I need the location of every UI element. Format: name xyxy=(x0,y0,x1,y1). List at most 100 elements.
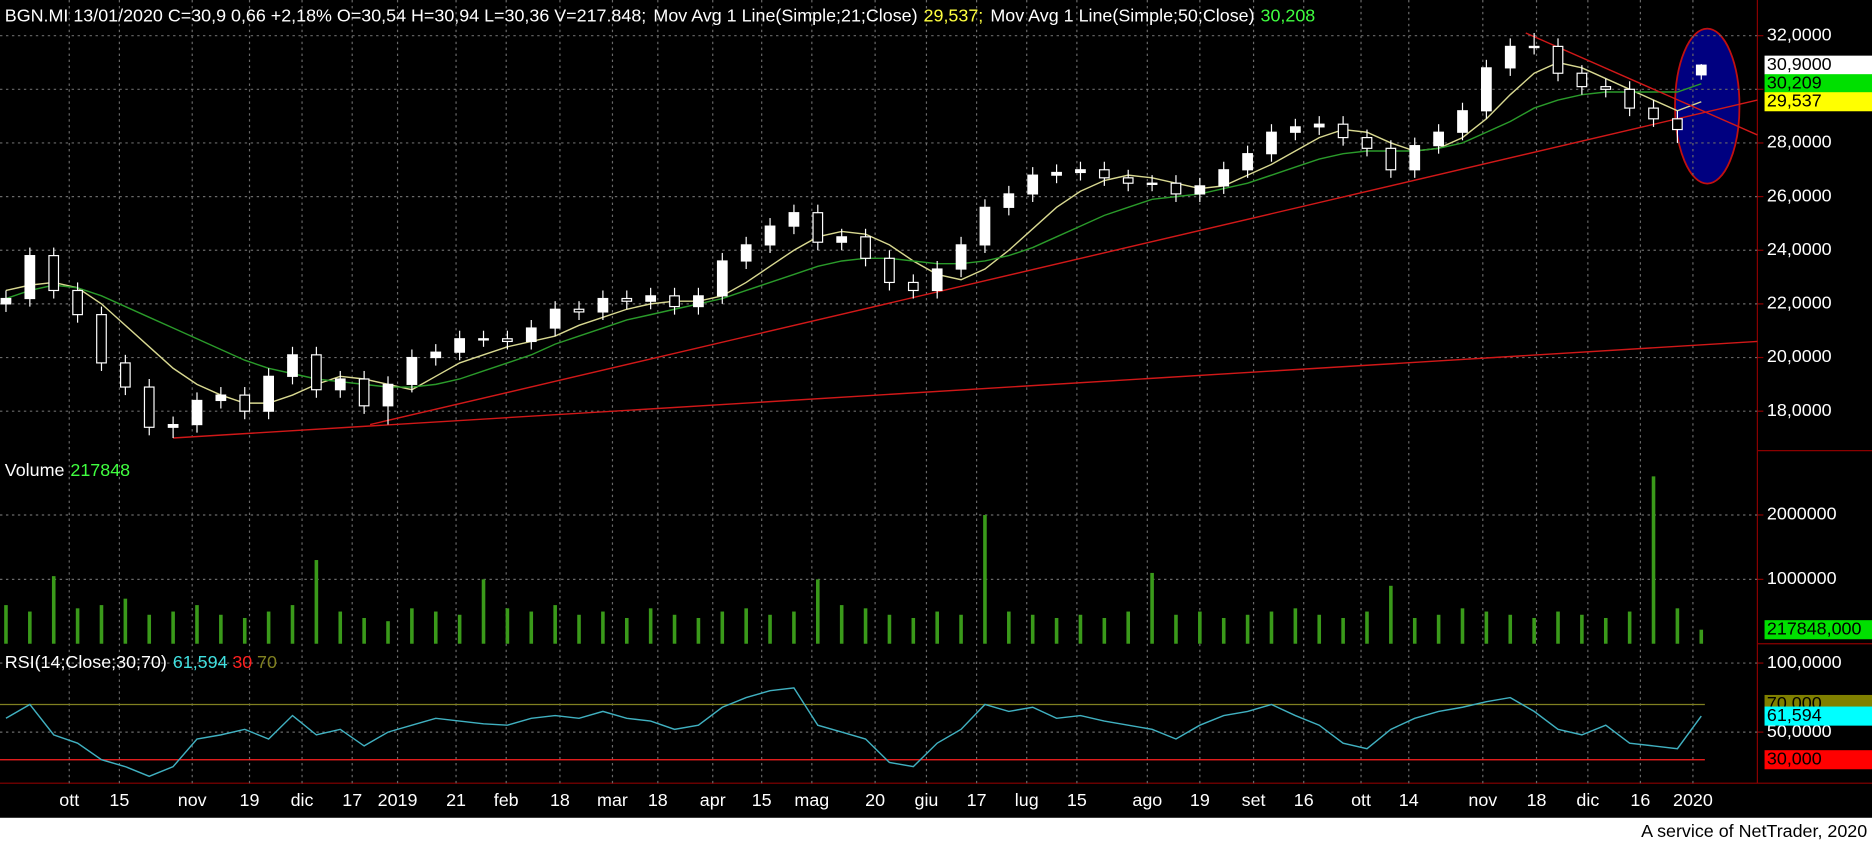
volume-bar xyxy=(959,614,963,644)
footer: A service of NetTrader, 2020 xyxy=(1641,821,1867,841)
volume-bar xyxy=(1508,614,1513,644)
value-box-label: 30,209 xyxy=(1767,72,1822,92)
volume-bar xyxy=(768,614,772,644)
legend-value: 29,537; xyxy=(924,5,984,25)
candle-body xyxy=(1457,110,1468,133)
y-tick-label: 100,0000 xyxy=(1767,652,1842,672)
volume-bar xyxy=(1317,614,1322,644)
trendline xyxy=(173,340,1758,439)
candle-body xyxy=(1385,147,1397,171)
x-tick-label: 18 xyxy=(550,790,570,810)
x-tick-label: apr xyxy=(700,790,726,810)
candle-body xyxy=(1194,185,1206,195)
volume-bar xyxy=(624,617,629,644)
value-box xyxy=(1764,706,1872,726)
x-tick-label: 2019 xyxy=(378,790,418,810)
volume-bar xyxy=(983,514,987,644)
volume-bar xyxy=(1030,614,1035,644)
volume-bar xyxy=(1198,611,1202,644)
candle-body xyxy=(1051,171,1062,176)
candle-body xyxy=(525,327,537,343)
y-tick-label: 18,0000 xyxy=(1767,400,1832,420)
volume-bar xyxy=(1436,614,1441,644)
x-tick-label: 16 xyxy=(1630,790,1650,810)
panel-value: 217848 xyxy=(70,460,130,480)
y-tick-label: 1000000 xyxy=(1767,568,1837,588)
candle-body xyxy=(573,308,585,313)
candle-body xyxy=(1289,126,1301,133)
volume-bar xyxy=(481,579,486,644)
volume-bar xyxy=(266,611,271,644)
x-tick-label: 18 xyxy=(1527,790,1547,810)
volume-bar xyxy=(1341,617,1345,644)
candle-body xyxy=(1075,169,1086,174)
x-tick-label: feb xyxy=(494,790,519,810)
candle-body xyxy=(1170,182,1182,195)
volume-bar xyxy=(28,611,32,644)
candle-body xyxy=(1481,67,1492,112)
candle-body xyxy=(239,394,251,412)
x-tick-label: 16 xyxy=(1294,790,1314,810)
candle-body xyxy=(1600,86,1612,90)
value-box xyxy=(1764,750,1872,770)
candle-body xyxy=(1266,131,1277,155)
panel-name: RSI(14;Close;30;70) xyxy=(5,652,167,672)
volume-bar xyxy=(338,611,343,644)
panel-header: Volume 217848 xyxy=(5,460,130,480)
candle-body xyxy=(1528,45,1540,49)
candle-body xyxy=(48,255,60,292)
candle-body xyxy=(693,295,704,308)
candle-body xyxy=(549,308,561,329)
x-tick-label: 20 xyxy=(865,790,885,810)
x-tick-label: 19 xyxy=(240,790,260,810)
rsi-line xyxy=(5,687,1702,778)
volume-bar xyxy=(1460,608,1465,644)
volume-bar xyxy=(75,608,80,644)
volume-bar xyxy=(4,605,8,644)
x-tick-label: ott xyxy=(59,790,79,810)
candle-body xyxy=(96,314,107,364)
volume-bar xyxy=(839,605,844,644)
panel-header: RSI(14;Close;30;70) 61,594 30 70 xyxy=(5,652,277,672)
candle-body xyxy=(1337,123,1349,139)
trendline xyxy=(1525,32,1758,136)
candle-body xyxy=(430,351,442,359)
volume-bar xyxy=(744,608,748,644)
candle-body xyxy=(1648,107,1659,120)
footer-bar xyxy=(0,817,1872,844)
volume-bar xyxy=(1675,608,1680,644)
x-tick-label: set xyxy=(1242,790,1266,810)
volume-bar xyxy=(1627,611,1632,644)
volume-bar xyxy=(1007,611,1011,644)
x-tick-label: mag xyxy=(794,790,829,810)
candle-body xyxy=(884,257,895,284)
y-tick-label: 50,0000 xyxy=(1767,721,1832,741)
candle-body xyxy=(860,236,871,259)
value-box xyxy=(1764,92,1872,112)
candle-body xyxy=(621,297,633,302)
value-box-label: 30,000 xyxy=(1767,748,1822,768)
volume-bar xyxy=(601,611,605,644)
volume-bar xyxy=(1389,585,1393,644)
candle-body xyxy=(716,260,728,297)
volume-bar xyxy=(1293,608,1298,644)
candle-body xyxy=(1504,45,1516,69)
level-label: 70 xyxy=(257,652,277,672)
trendline xyxy=(369,99,1758,426)
candle-body xyxy=(907,281,919,292)
volume-bar xyxy=(696,617,701,644)
volume-bar xyxy=(410,608,414,644)
volume-bar xyxy=(99,605,104,644)
candle-body xyxy=(1027,174,1039,195)
x-tick-label: 14 xyxy=(1399,790,1419,810)
candle-body xyxy=(358,378,370,407)
volume-bar xyxy=(362,617,366,644)
volume-bar xyxy=(195,605,199,644)
volume-bar xyxy=(935,611,939,644)
volume-bar xyxy=(1532,617,1536,644)
x-tick-label: giu xyxy=(915,790,939,810)
volume-bar xyxy=(1699,629,1704,644)
candle-body xyxy=(24,255,36,300)
candle-body xyxy=(1409,145,1421,171)
